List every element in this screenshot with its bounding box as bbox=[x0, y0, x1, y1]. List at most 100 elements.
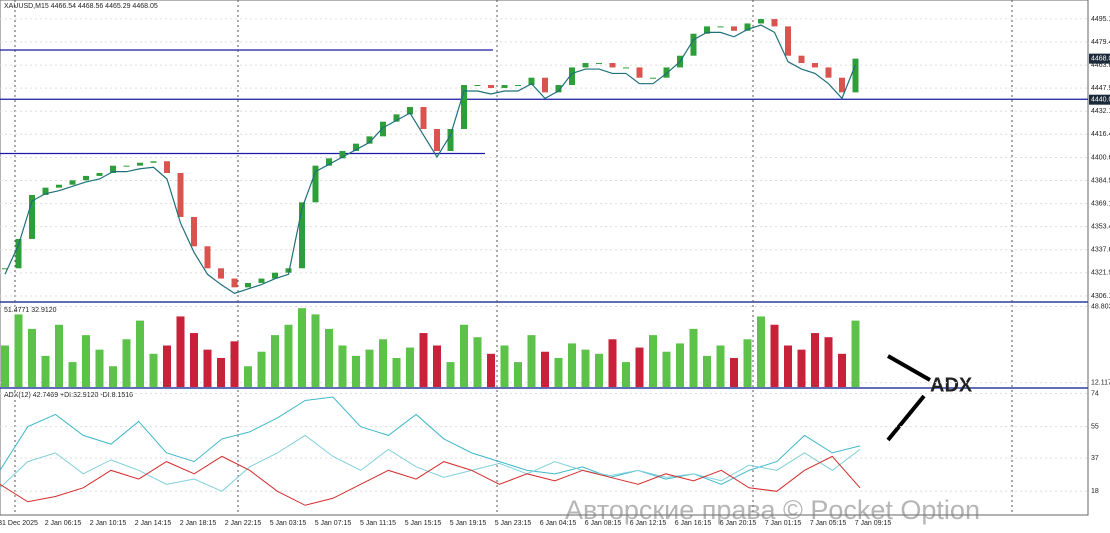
histogram-bar bbox=[703, 355, 711, 387]
time-label: 7 Jan 05:15 bbox=[810, 520, 847, 527]
histogram-bar bbox=[622, 362, 630, 387]
indicator-line bbox=[0, 434, 861, 492]
y-tick-label: 18 bbox=[1091, 488, 1099, 495]
candle bbox=[582, 63, 589, 68]
candle bbox=[312, 165, 319, 203]
annotation-arrows bbox=[886, 354, 931, 442]
histogram-bar bbox=[55, 324, 63, 387]
histogram-bar bbox=[676, 343, 684, 387]
time-label: 6 Jan 08:15 bbox=[585, 520, 622, 527]
candle bbox=[96, 172, 103, 176]
candle bbox=[839, 77, 845, 93]
time-label: 5 Jan 03:15 bbox=[270, 520, 307, 527]
histogram-bar bbox=[203, 349, 212, 387]
histogram-bar bbox=[595, 353, 603, 387]
histogram-bar bbox=[176, 316, 185, 387]
time-label: 6 Jan 12:15 bbox=[630, 520, 667, 527]
histogram-bar bbox=[568, 343, 576, 387]
histogram-bar bbox=[217, 357, 225, 387]
candle bbox=[704, 26, 710, 34]
panel-label: ADX(12) 42.7469 +DI:32.9120 -DI:8.1516 bbox=[4, 392, 133, 399]
histogram-bar bbox=[811, 333, 819, 387]
candle bbox=[488, 85, 494, 88]
histogram-bar bbox=[325, 328, 333, 387]
y-tick-label: 4463.6 bbox=[1091, 62, 1110, 69]
histogram-bar bbox=[635, 347, 644, 387]
candle bbox=[150, 161, 157, 163]
y-tick-label: 37 bbox=[1091, 455, 1099, 462]
candle bbox=[69, 180, 76, 185]
symbol-header: XAUUSD,M15 4466.54 4468.56 4465.29 4468.… bbox=[4, 3, 158, 10]
candle bbox=[812, 63, 818, 68]
time-label: 31 Dec 2025 bbox=[0, 520, 38, 527]
histogram-bar bbox=[14, 314, 23, 387]
y-tick-label: 55 bbox=[1091, 424, 1099, 431]
candle bbox=[380, 121, 386, 137]
candle bbox=[83, 175, 89, 181]
indicator-line bbox=[0, 396, 861, 485]
annotation: ADX bbox=[930, 374, 973, 396]
y-tick-label: 4384.9 bbox=[1091, 177, 1110, 184]
histogram-bar bbox=[500, 345, 509, 387]
histogram-bar bbox=[257, 351, 266, 387]
histogram-bar bbox=[514, 362, 522, 387]
histogram-bar bbox=[1, 345, 9, 387]
histogram-bar bbox=[716, 345, 725, 387]
panel-label: 51.4771 32.9120 bbox=[4, 307, 57, 314]
candle bbox=[231, 278, 238, 288]
y-tick-label: 4400.6 bbox=[1091, 154, 1110, 161]
histogram-bar bbox=[851, 320, 860, 387]
candle bbox=[110, 165, 116, 173]
candle bbox=[2, 268, 8, 270]
histogram-bar bbox=[784, 345, 792, 387]
histogram-bar bbox=[757, 316, 765, 387]
histogram-bar bbox=[149, 353, 158, 387]
y-tick-label: 4495.1 bbox=[1091, 16, 1110, 23]
price-tag-label: 4468.0 bbox=[1091, 55, 1110, 62]
histogram-bar bbox=[406, 347, 414, 387]
candle bbox=[825, 67, 832, 78]
histogram-bar bbox=[446, 362, 455, 387]
y-tick-label: 4432.1 bbox=[1091, 108, 1110, 115]
time-label: 7 Jan 01:15 bbox=[765, 520, 802, 527]
candle bbox=[204, 246, 211, 269]
time-label: 2 Jan 22:15 bbox=[225, 520, 262, 527]
candle bbox=[353, 143, 359, 151]
candle bbox=[650, 77, 656, 79]
y-tick-label: 12.117 bbox=[1091, 379, 1110, 386]
candle bbox=[690, 33, 697, 56]
time-label: 5 Jan 19:15 bbox=[450, 520, 487, 527]
candle bbox=[461, 85, 467, 130]
histogram-bar bbox=[460, 324, 468, 387]
candle bbox=[798, 55, 805, 64]
histogram-bar bbox=[824, 337, 833, 387]
histogram-bar bbox=[41, 355, 50, 387]
histogram-bar bbox=[487, 353, 495, 387]
candle bbox=[744, 23, 751, 31]
candle bbox=[555, 85, 562, 93]
candle bbox=[272, 272, 278, 279]
candle bbox=[299, 202, 305, 269]
y-tick-label: 4321.9 bbox=[1091, 270, 1110, 277]
histogram-bar bbox=[244, 366, 252, 387]
y-tick-label: 4306.1 bbox=[1091, 293, 1110, 300]
histogram-bar bbox=[419, 333, 428, 387]
candle bbox=[258, 278, 265, 283]
histogram-bar bbox=[365, 349, 374, 387]
y-tick-label: 48.803 bbox=[1091, 303, 1110, 310]
histogram-bar bbox=[284, 324, 293, 387]
histogram-bar bbox=[338, 345, 347, 387]
candle bbox=[218, 268, 224, 279]
histogram-bar bbox=[730, 357, 738, 387]
time-label: 2 Jan 14:15 bbox=[135, 520, 172, 527]
histogram-bar bbox=[230, 341, 239, 387]
histogram-bar bbox=[649, 335, 657, 387]
histogram-bar bbox=[662, 351, 671, 387]
candle bbox=[501, 85, 508, 88]
time-label: 7 Jan 09:15 bbox=[855, 520, 892, 527]
watermark: Авторские права © Pocket Option bbox=[565, 495, 980, 525]
candle bbox=[596, 63, 602, 65]
candle bbox=[852, 58, 859, 93]
candle bbox=[447, 129, 454, 151]
candle bbox=[15, 238, 22, 269]
